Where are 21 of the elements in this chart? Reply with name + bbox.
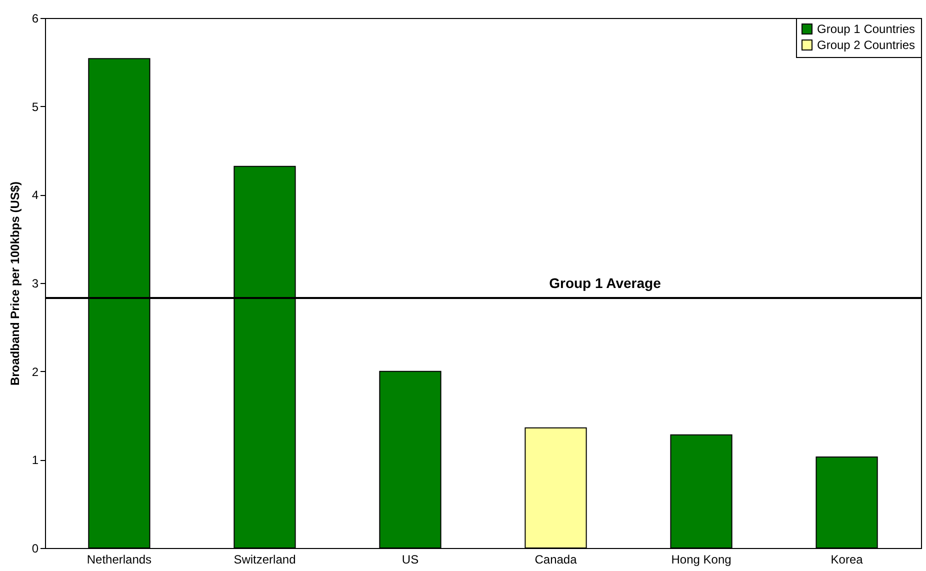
ref-line-label: Group 1 Average — [549, 275, 662, 292]
y-tick-label: 5 — [32, 100, 39, 114]
bar — [524, 427, 587, 548]
bar — [816, 456, 878, 548]
bar — [670, 434, 732, 548]
legend-label: Group 1 Countries — [817, 22, 916, 36]
y-tick-label: 1 — [32, 453, 39, 468]
y-tick-label: 3 — [32, 276, 39, 290]
x-tick-label: US — [402, 552, 419, 566]
y-tick-label: 0 — [32, 542, 39, 556]
y-tick-label: 4 — [32, 188, 39, 202]
legend-label: Group 2 Countries — [817, 38, 916, 52]
x-tick-label: Hong Kong — [671, 552, 732, 566]
x-tick-label: Netherlands — [86, 552, 152, 566]
x-tick-label: Canada — [534, 552, 578, 566]
x-tick-label: Korea — [830, 552, 864, 566]
y-tick-label: 2 — [32, 364, 39, 379]
bar — [379, 370, 442, 548]
x-tick-label: Switzerland — [234, 552, 296, 566]
y-axis-title: Broadband Price per 100kbps (US$) — [8, 181, 22, 386]
y-tick-label: 6 — [32, 12, 39, 26]
